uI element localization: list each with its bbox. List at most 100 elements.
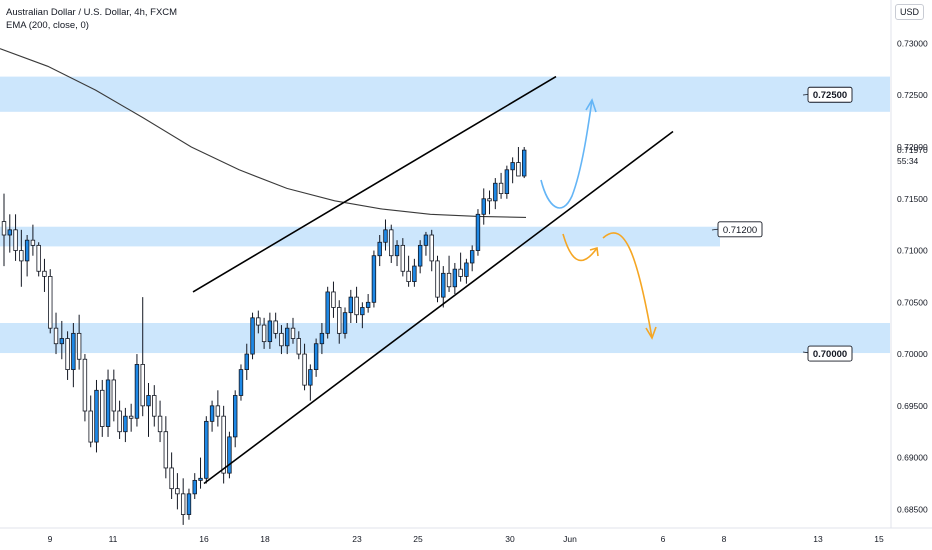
x-tick-label: Jun (563, 534, 577, 544)
candle-down (446, 272, 452, 288)
price-axis[interactable]: 0.73000 0.72500 0.72000 0.71500 0.71000 0.705… (890, 0, 928, 528)
bounce-arrow-head (589, 246, 599, 257)
candle-down (30, 239, 36, 246)
candle-up (308, 369, 313, 386)
candle-down (389, 229, 394, 257)
candle-up (441, 272, 446, 298)
symbol-title[interactable]: Australian Dollar / U.S. Dollar, 4h, FXC… (6, 7, 178, 18)
candle-up (493, 182, 498, 202)
candle-up (348, 296, 353, 314)
candle-down (117, 410, 122, 433)
y-tick-label: 0.69500 (897, 401, 928, 411)
bullish-arrow-path (540, 99, 593, 209)
callout-box (807, 345, 853, 362)
candle-up (481, 198, 486, 215)
candle-down (169, 467, 174, 490)
channel-upper-line (192, 75, 557, 293)
x-tick-label: 23 (352, 534, 362, 544)
candle-down (163, 431, 169, 469)
candles-layer (1, 147, 527, 525)
x-tick-label: 6 (661, 534, 666, 544)
candle-down (175, 488, 180, 495)
channel-lower-line (203, 130, 674, 485)
x-tick-label: 9 (48, 534, 53, 544)
last-price-label: 0.71970 (897, 145, 928, 155)
candle-down (128, 415, 134, 419)
x-tick-label: 30 (505, 534, 515, 544)
candle-up (134, 364, 140, 419)
x-tick-label: 11 (109, 534, 118, 544)
candle-down (487, 198, 492, 202)
candle-up (71, 332, 76, 371)
candle-up (342, 312, 348, 334)
candle-down (157, 415, 163, 433)
x-tick-label: 13 (813, 534, 823, 544)
candle-down (354, 296, 359, 316)
callout-label-0.71200: 0.71200 (723, 225, 757, 236)
candle-down (1, 221, 7, 236)
candle-up (267, 320, 273, 343)
candle-up (417, 244, 423, 267)
bearish-arrow (602, 232, 657, 340)
y-tick-label: 0.73000 (897, 38, 928, 48)
candle-down (13, 229, 18, 251)
bounce-arrow (562, 233, 599, 262)
candle-up (238, 369, 244, 396)
candle-up (423, 234, 429, 246)
candle-down (498, 182, 504, 194)
candle-up (204, 420, 209, 479)
channel-layer (192, 75, 674, 485)
candle-up (198, 477, 203, 481)
candle-down (152, 395, 157, 417)
time-axis[interactable]: 9 11 16 18 23 25 30 Jun 6 8 13 15 (0, 527, 932, 544)
candle-up (360, 307, 365, 316)
candle-up (285, 327, 290, 347)
candle-down (48, 276, 53, 329)
candle-up (452, 268, 458, 288)
candle-down (88, 410, 93, 443)
indicator-title[interactable]: EMA (200, close, 0) (6, 20, 89, 31)
ema-layer (0, 48, 527, 218)
ema-line (0, 48, 527, 218)
candle-down (42, 270, 47, 277)
candle-down (180, 493, 186, 515)
x-tick-label: 15 (874, 534, 884, 544)
candle-down (296, 338, 301, 355)
candle-down (111, 379, 117, 412)
candle-up (105, 379, 111, 427)
candle-down (221, 415, 226, 474)
bearish-arrow-path (602, 232, 653, 339)
y-tick-label: 0.72500 (897, 90, 928, 100)
candle-down (100, 389, 105, 427)
candle-down (406, 270, 411, 283)
y-tick-label: 0.70000 (897, 349, 928, 359)
candle-down (331, 291, 336, 308)
currency-button[interactable]: USD (894, 4, 924, 20)
candle-up (475, 213, 481, 251)
candle-up (365, 301, 371, 308)
candle-down (435, 260, 440, 298)
callout-label-0.70000: 0.70000 (813, 349, 847, 360)
bullish-arrow (540, 98, 597, 209)
candle-down (36, 244, 41, 272)
bearish-arrow-head (645, 326, 657, 340)
candle-up (7, 229, 12, 236)
candle-down (53, 327, 59, 345)
x-tick-label: 18 (260, 534, 270, 544)
candle-up (371, 255, 377, 303)
candle-up (250, 317, 255, 355)
zones-layer (0, 76, 890, 354)
candle-down (302, 353, 307, 386)
candle-up (319, 332, 325, 345)
candle-up (227, 436, 232, 474)
candle-down (140, 364, 145, 407)
zone-0.72500 (0, 76, 890, 112)
x-tick-label: 25 (413, 534, 423, 544)
countdown-label: 55:34 (897, 156, 919, 166)
candle-down (261, 324, 267, 343)
candle-up (209, 405, 215, 422)
candle-up (383, 229, 388, 243)
candle-down (458, 268, 463, 277)
candle-down (516, 162, 521, 177)
